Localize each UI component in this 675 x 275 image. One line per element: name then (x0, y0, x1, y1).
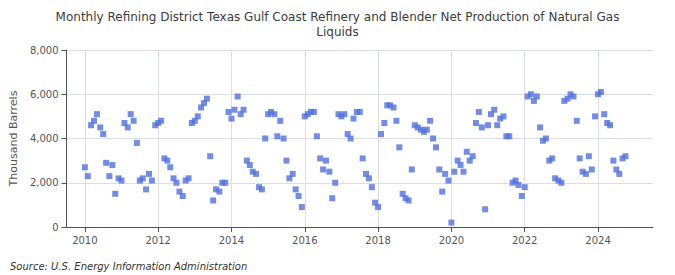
svg-text:2018: 2018 (365, 235, 390, 246)
svg-text:0: 0 (52, 222, 58, 233)
svg-text:2014: 2014 (219, 235, 244, 246)
svg-text:2024: 2024 (585, 235, 610, 246)
svg-text:2022: 2022 (512, 235, 537, 246)
svg-text:Liquids: Liquids (316, 25, 358, 39)
svg-text:8,000: 8,000 (30, 45, 59, 56)
svg-text:2012: 2012 (145, 235, 170, 246)
svg-text:2016: 2016 (292, 235, 317, 246)
svg-text:Monthly Refining District Texa: Monthly Refining District Texas Gulf Coa… (56, 10, 620, 24)
svg-text:2010: 2010 (72, 235, 97, 246)
svg-text:2020: 2020 (439, 235, 464, 246)
svg-text:4,000: 4,000 (30, 133, 59, 144)
svg-text:Source: U.S. Energy Informatio: Source: U.S. Energy Information Administ… (10, 261, 247, 272)
svg-text:2,000: 2,000 (30, 177, 59, 188)
svg-text:6,000: 6,000 (30, 89, 59, 100)
svg-text:Thousand Barrels: Thousand Barrels (7, 90, 20, 187)
